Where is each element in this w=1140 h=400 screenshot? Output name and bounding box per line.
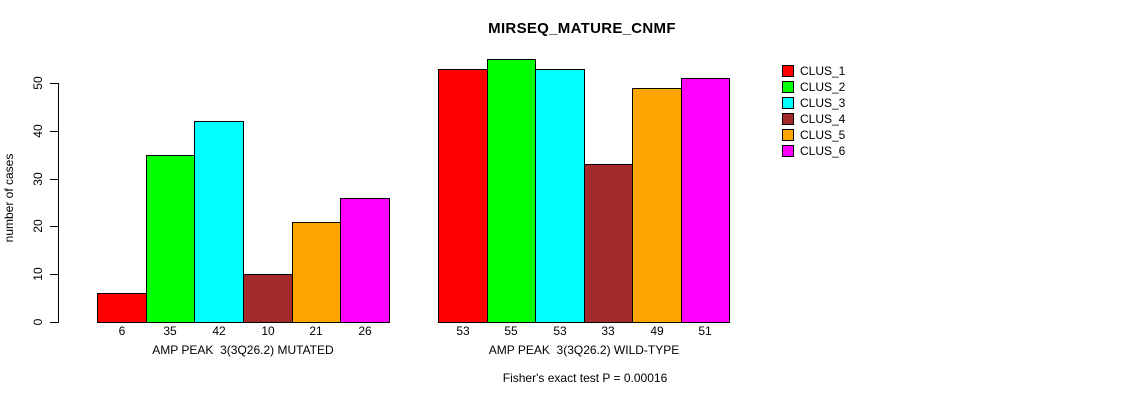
legend-label: CLUS_1 [800,64,846,78]
bar-value-label: 51 [698,324,712,338]
bar-value-label: 53 [456,324,470,338]
x-group-label: AMP PEAK 3(3Q26.2) MUTATED [152,343,334,357]
y-tick [50,131,58,132]
bar-value-label: 26 [358,324,372,338]
legend-label: CLUS_3 [800,96,846,110]
legend-swatch [782,113,794,125]
legend-label: CLUS_4 [800,112,846,126]
bar-group2-clus_6 [681,78,730,323]
y-tick-label: 40 [31,124,45,138]
legend-swatch [782,65,794,77]
bar-value-label: 21 [309,324,323,338]
bar-group2-clus_4 [584,164,633,323]
y-tick-label: 0 [31,318,45,326]
bar-group1-clus_1 [97,293,147,323]
y-tick-label: 30 [31,172,45,186]
y-tick-label: 50 [31,76,45,90]
bar-group2-clus_5 [632,88,682,323]
legend-label: CLUS_2 [800,80,846,94]
bar-group2-clus_3 [535,69,585,323]
y-tick [50,83,58,84]
bar-group1-clus_2 [146,155,195,323]
caption: Fisher's exact test P = 0.00016 [502,371,668,385]
y-tick [50,322,58,323]
legend-item: CLUS_1 [782,63,845,79]
bar-value-label: 35 [163,324,177,338]
legend-item: CLUS_3 [782,95,845,111]
bar-group1-clus_5 [292,222,341,323]
legend-swatch [782,97,794,109]
bar-value-label: 55 [504,324,518,338]
bar-group1-clus_6 [340,198,390,323]
bar-value-label: 53 [553,324,567,338]
y-tick [50,179,58,180]
chart-title: MIRSEQ_MATURE_CNMF [488,20,676,37]
y-tick-label: 20 [31,219,45,233]
bar-group2-clus_2 [487,59,536,323]
legend-item: CLUS_5 [782,127,845,143]
y-axis-line [58,83,59,323]
legend-label: CLUS_5 [800,128,846,142]
bar-value-label: 49 [650,324,664,338]
y-tick [50,226,58,227]
legend-swatch [782,129,794,141]
bar-group1-clus_4 [243,274,293,323]
legend-swatch [782,145,794,157]
legend-label: CLUS_6 [800,144,846,158]
legend: CLUS_1 CLUS_2 CLUS_3 CLUS_4 CLUS_5 CLUS_6 [782,63,845,159]
x-group-label: AMP PEAK 3(3Q26.2) WILD-TYPE [488,343,680,357]
legend-item: CLUS_4 [782,111,845,127]
bar-value-label: 42 [212,324,226,338]
y-tick [50,274,58,275]
bar-group2-clus_1 [438,69,488,323]
legend-item: CLUS_6 [782,143,845,159]
legend-swatch [782,81,794,93]
y-tick-label: 10 [31,267,45,281]
bar-group1-clus_3 [194,121,244,323]
bar-value-label: 6 [118,324,126,338]
bar-value-label: 33 [601,324,615,338]
bar-value-label: 10 [261,324,275,338]
legend-item: CLUS_2 [782,79,845,95]
